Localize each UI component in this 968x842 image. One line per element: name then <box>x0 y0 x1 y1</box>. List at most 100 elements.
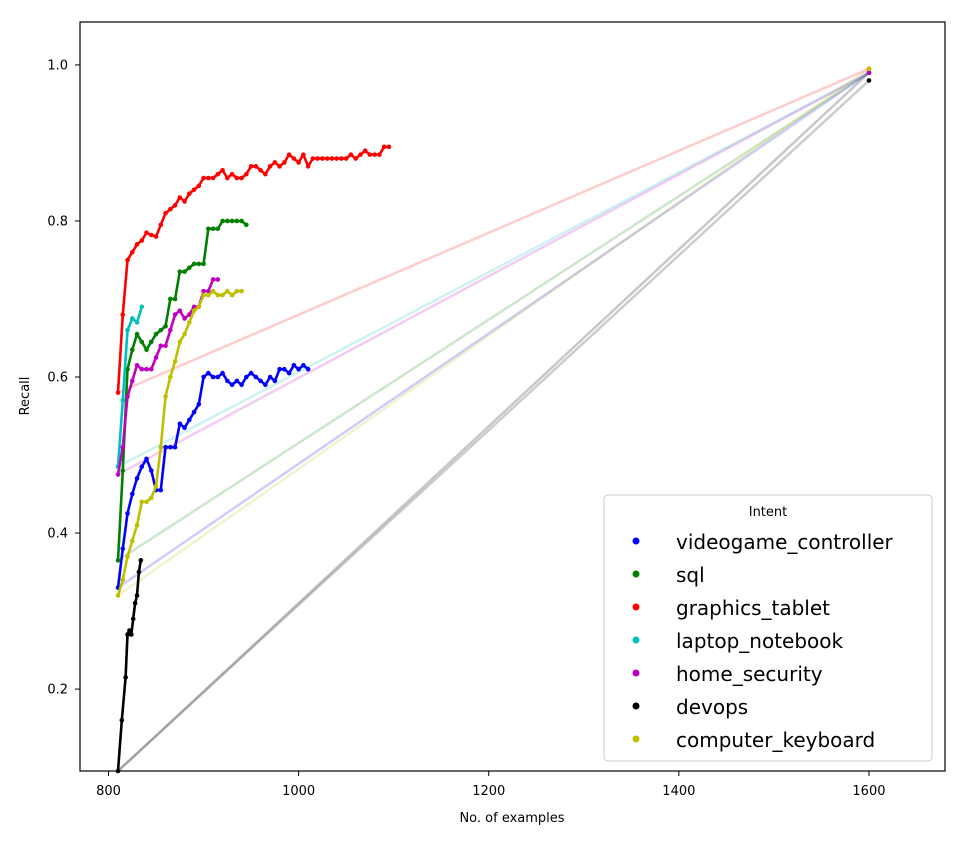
data-point <box>177 339 183 345</box>
data-point <box>210 175 216 181</box>
data-point <box>215 292 221 298</box>
data-point <box>191 261 197 267</box>
data-point <box>120 577 126 583</box>
data-point <box>158 327 164 333</box>
data-point <box>177 195 183 200</box>
data-point <box>206 175 211 181</box>
data-point <box>324 156 330 161</box>
data-point <box>263 382 268 388</box>
data-point <box>129 249 135 255</box>
data-point <box>229 382 235 388</box>
data-point <box>201 261 206 267</box>
data-point <box>144 366 149 372</box>
series-sql <box>115 70 872 563</box>
data-point <box>148 366 154 372</box>
data-point <box>134 476 140 481</box>
data-point <box>301 152 306 157</box>
data-point <box>377 152 382 157</box>
data-point <box>153 331 159 337</box>
data-point <box>201 292 206 298</box>
data-point <box>215 226 221 232</box>
data-point <box>206 288 211 294</box>
legend-entry: devops <box>632 695 748 719</box>
data-point <box>305 164 311 169</box>
data-point <box>286 370 292 376</box>
data-point <box>182 316 187 321</box>
data-point <box>329 156 335 161</box>
legend-label: devops <box>676 695 748 719</box>
data-point <box>258 378 263 384</box>
data-point <box>210 374 216 380</box>
legend-title: Intent <box>749 505 788 520</box>
x-tick-label: 1400 <box>662 784 695 799</box>
data-point <box>244 222 249 228</box>
legend-marker <box>632 669 640 677</box>
data-point <box>130 616 136 622</box>
data-point <box>177 308 183 313</box>
legend-entry: home_security <box>632 662 823 686</box>
data-point <box>139 464 145 470</box>
data-point <box>234 288 240 294</box>
data-point <box>172 312 178 317</box>
data-point <box>153 234 159 239</box>
data-point <box>129 538 135 544</box>
y-axis-ticks: 0.2 0.4 0.6 0.8 1.0 <box>47 58 80 698</box>
series-connector-computer_keyboard <box>117 67 870 597</box>
data-point-end <box>866 66 872 72</box>
data-point-end <box>866 78 872 83</box>
data-point <box>125 366 130 372</box>
data-point <box>172 359 178 364</box>
data-point <box>334 156 339 161</box>
data-point <box>148 468 154 473</box>
data-point <box>120 398 126 403</box>
data-point <box>244 374 249 380</box>
legend-entry: graphics_tablet <box>632 596 830 620</box>
legend-marker <box>632 570 640 578</box>
data-point <box>277 366 282 372</box>
x-tick-label: 1000 <box>282 784 315 799</box>
data-point <box>153 483 159 489</box>
data-point <box>172 296 178 302</box>
series-line-graphics_tablet <box>116 145 391 394</box>
legend-entry: computer_keyboard <box>632 728 875 752</box>
data-point <box>168 206 173 212</box>
data-point <box>191 308 197 313</box>
data-point <box>115 472 121 477</box>
series-connector-graphics_tablet <box>117 67 870 394</box>
data-point <box>215 171 221 177</box>
data-point <box>129 378 135 384</box>
legend-marker <box>632 636 640 644</box>
data-point <box>125 257 130 263</box>
series-connector-home_security <box>117 71 870 476</box>
x-tick-label: 800 <box>96 784 121 799</box>
data-point <box>296 366 301 372</box>
data-point <box>253 374 259 380</box>
series-connector-layer <box>117 67 870 772</box>
data-point <box>210 226 216 232</box>
data-point <box>168 296 173 302</box>
data-point <box>120 312 126 317</box>
legend-label: graphics_tablet <box>676 596 830 620</box>
data-point <box>144 230 149 235</box>
data-point <box>125 554 130 559</box>
data-point <box>163 210 168 216</box>
data-point <box>305 366 311 372</box>
data-point <box>258 167 263 173</box>
data-point <box>127 628 132 633</box>
legend-marker <box>632 702 640 710</box>
data-point <box>187 191 192 196</box>
data-point <box>138 558 144 563</box>
data-point <box>253 164 259 169</box>
data-point <box>362 148 368 154</box>
x-tick-label: 1200 <box>472 784 505 799</box>
x-axis-ticks: 800 1000 1200 1400 1600 <box>96 771 886 799</box>
data-point <box>163 444 168 450</box>
data-point <box>229 171 235 177</box>
data-point <box>301 362 306 368</box>
data-point-end <box>866 70 872 76</box>
series-connector-videogame_controller <box>117 71 870 589</box>
data-point <box>367 152 373 157</box>
data-point <box>168 374 173 380</box>
data-point <box>196 183 202 189</box>
data-point <box>120 444 126 450</box>
